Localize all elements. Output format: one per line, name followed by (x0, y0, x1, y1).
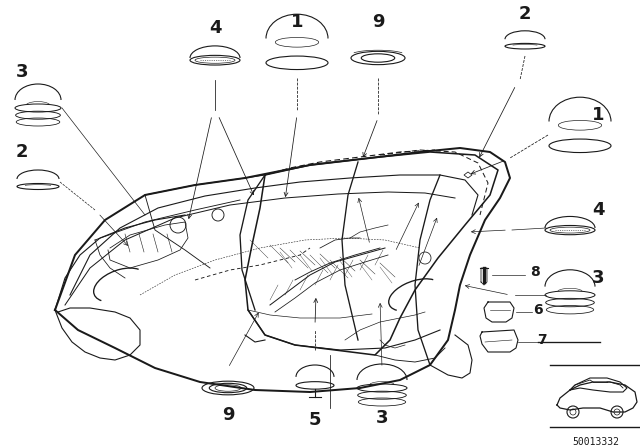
Text: 4: 4 (209, 19, 221, 37)
Text: 4: 4 (592, 201, 604, 219)
Text: 3: 3 (592, 269, 604, 287)
Text: 6: 6 (533, 303, 543, 317)
Text: 8: 8 (530, 265, 540, 279)
Text: 7: 7 (537, 333, 547, 347)
Text: 1: 1 (592, 106, 604, 124)
Text: 2: 2 (16, 143, 28, 161)
Text: 1: 1 (291, 13, 303, 31)
Text: 50013332: 50013332 (573, 437, 620, 447)
Text: 3: 3 (16, 63, 28, 81)
Text: 9: 9 (221, 406, 234, 424)
Text: 2: 2 (519, 5, 531, 23)
Text: 3: 3 (376, 409, 388, 427)
Text: 9: 9 (372, 13, 384, 31)
Text: 5: 5 (308, 411, 321, 429)
